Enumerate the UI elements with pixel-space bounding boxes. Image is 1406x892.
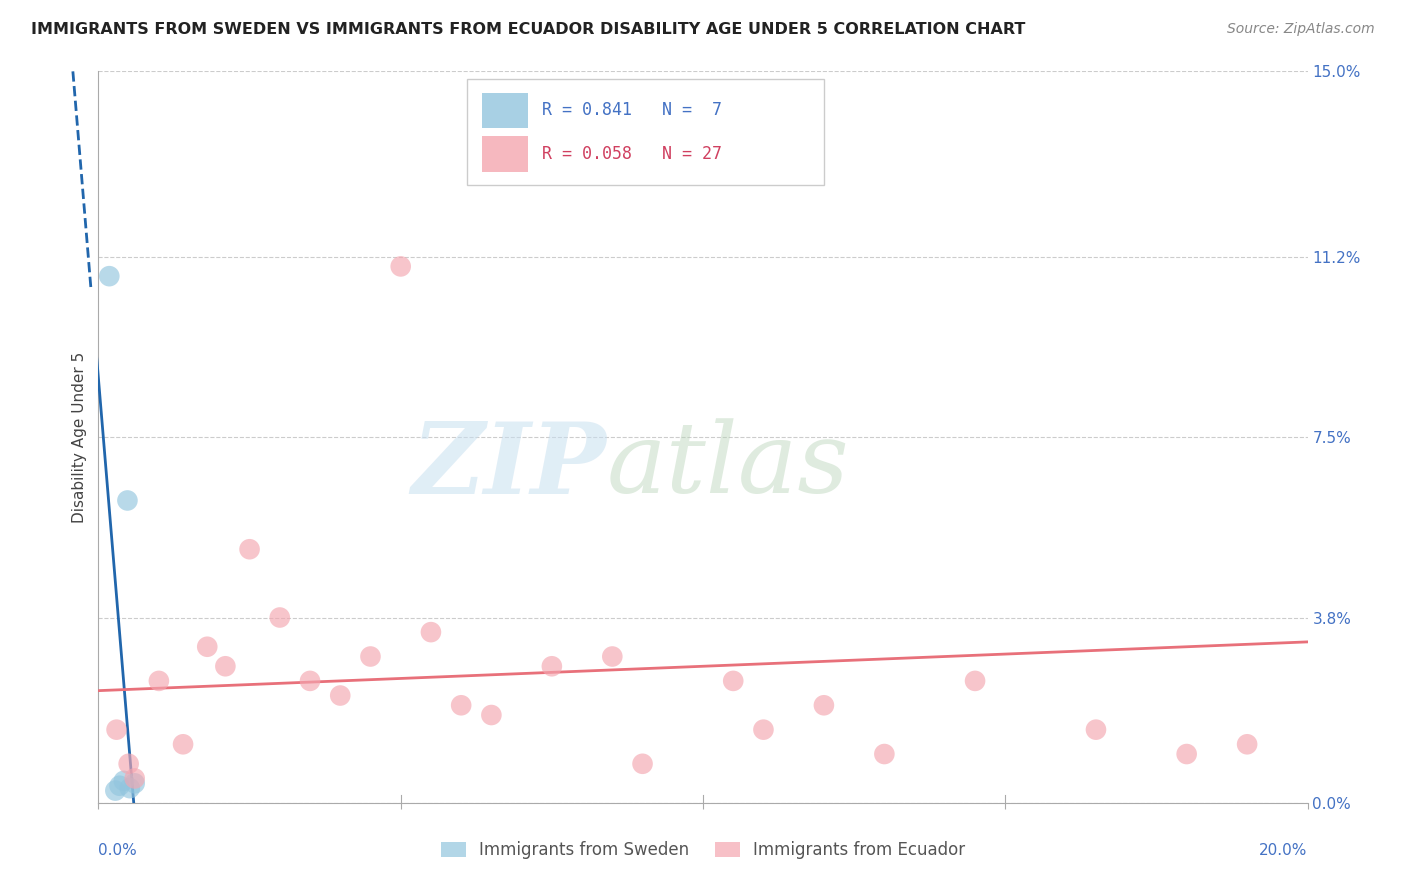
Point xyxy=(124,772,146,786)
Point xyxy=(1085,723,1108,737)
Point xyxy=(117,493,139,508)
Point xyxy=(752,723,775,737)
Text: Source: ZipAtlas.com: Source: ZipAtlas.com xyxy=(1227,22,1375,37)
Point xyxy=(602,649,624,664)
Point xyxy=(965,673,987,688)
Point xyxy=(299,673,322,688)
Point xyxy=(195,640,218,654)
Point xyxy=(631,756,654,771)
Point xyxy=(450,698,472,713)
Text: R = 0.058   N = 27: R = 0.058 N = 27 xyxy=(543,145,723,163)
Point xyxy=(112,773,135,788)
Text: 0.0%: 0.0% xyxy=(98,843,138,858)
Point xyxy=(723,673,745,688)
Point xyxy=(540,659,562,673)
Point xyxy=(481,708,503,723)
Text: IMMIGRANTS FROM SWEDEN VS IMMIGRANTS FROM ECUADOR DISABILITY AGE UNDER 5 CORRELA: IMMIGRANTS FROM SWEDEN VS IMMIGRANTS FRO… xyxy=(31,22,1025,37)
Text: R = 0.841   N =  7: R = 0.841 N = 7 xyxy=(543,101,723,120)
Point xyxy=(104,783,127,797)
Point xyxy=(118,781,141,796)
Point xyxy=(813,698,835,713)
Point xyxy=(124,776,146,790)
Point xyxy=(108,779,131,793)
Point xyxy=(420,625,443,640)
Point xyxy=(1175,747,1198,761)
Point xyxy=(239,542,262,557)
Text: ZIP: ZIP xyxy=(412,418,606,515)
Point xyxy=(329,689,352,703)
FancyBboxPatch shape xyxy=(482,93,527,128)
Point xyxy=(389,260,412,274)
Y-axis label: Disability Age Under 5: Disability Age Under 5 xyxy=(72,351,87,523)
Point xyxy=(269,610,291,624)
Point xyxy=(873,747,896,761)
Point xyxy=(360,649,382,664)
Point xyxy=(98,269,121,284)
Point xyxy=(105,723,128,737)
Text: atlas: atlas xyxy=(606,418,849,514)
Point xyxy=(214,659,236,673)
FancyBboxPatch shape xyxy=(482,136,527,171)
Point xyxy=(1236,737,1258,751)
Point xyxy=(118,756,141,771)
Point xyxy=(148,673,170,688)
FancyBboxPatch shape xyxy=(467,78,824,185)
Legend: Immigrants from Sweden, Immigrants from Ecuador: Immigrants from Sweden, Immigrants from … xyxy=(434,835,972,866)
Text: 20.0%: 20.0% xyxy=(1260,843,1308,858)
Point xyxy=(172,737,194,751)
